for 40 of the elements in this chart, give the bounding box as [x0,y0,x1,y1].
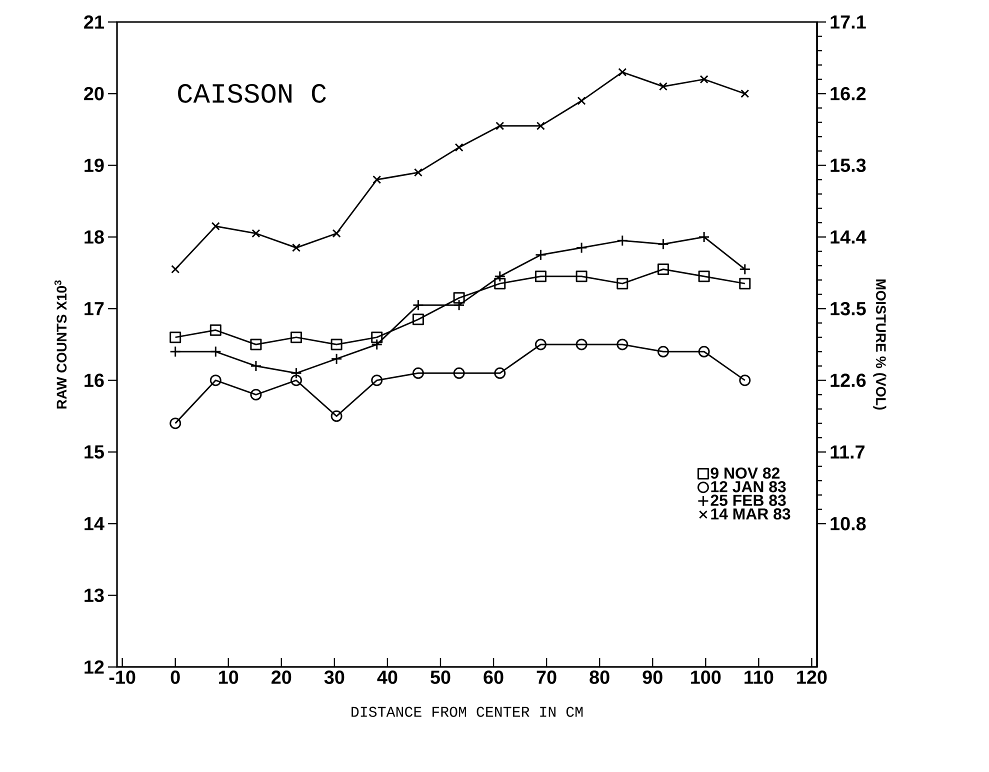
y2-tick-label: 10.8 [830,516,866,530]
y2-tick-label: 17.1 [830,15,866,28]
y2-tick-label: 14.4 [830,230,866,244]
x-tick-label: 90 [642,670,662,684]
y-tick-label: 21 [84,15,104,29]
y-axis-title: RAW COUNTS X10$^{3}$ [54,280,67,409]
legend-label: 14 MAR 83 [711,508,790,520]
y2-axis-title: MOISTURE % (VOL) [873,280,886,410]
y-tick-label: 20 [84,86,104,100]
y-tick-label: 19 [84,158,104,172]
x-tick-label: 0 [170,670,180,684]
y-tick-label: 13 [84,588,104,602]
y-tick-label: 15 [84,445,104,459]
y2-tick-label: 13.5 [830,302,866,316]
x-tick-label: 110 [744,670,774,684]
y-tick-label: 12 [84,660,104,674]
x-tick-label: 60 [484,670,504,684]
x-tick-label: 30 [324,670,344,684]
x-tick-label: 70 [536,670,556,684]
x-tick-label: 80 [590,670,610,684]
y-tick-label: 17 [84,302,104,316]
x-tick-label: 120 [797,670,827,684]
legend-label: 12 JAN 83 [711,481,786,492]
text: CAISSON C [178,84,326,103]
y-tick-label: 16 [84,374,104,388]
y2-tick-label: 12.6 [830,374,866,388]
x-tick-label: -10 [109,670,136,684]
x-tick-label: 40 [377,670,398,684]
y2-tick-label: 15.3 [830,158,866,172]
x-tick-label: 10 [219,670,238,684]
y2-tick-label: 16.2 [830,86,866,100]
y-tick-label: 18 [84,230,104,244]
y-tick-label: 14 [84,517,104,530]
x-tick-label: 20 [272,670,292,684]
x-axis-title: DISTANCE FROM CENTER IN CM [352,706,583,717]
x-tick-label: 100 [691,670,721,684]
legend-label: 25 FEB 83 [710,494,786,506]
x-tick-label: 50 [430,670,450,684]
y2-tick-label: 11.7 [830,445,864,458]
legend-label: 9 NOV 82 [710,467,780,479]
